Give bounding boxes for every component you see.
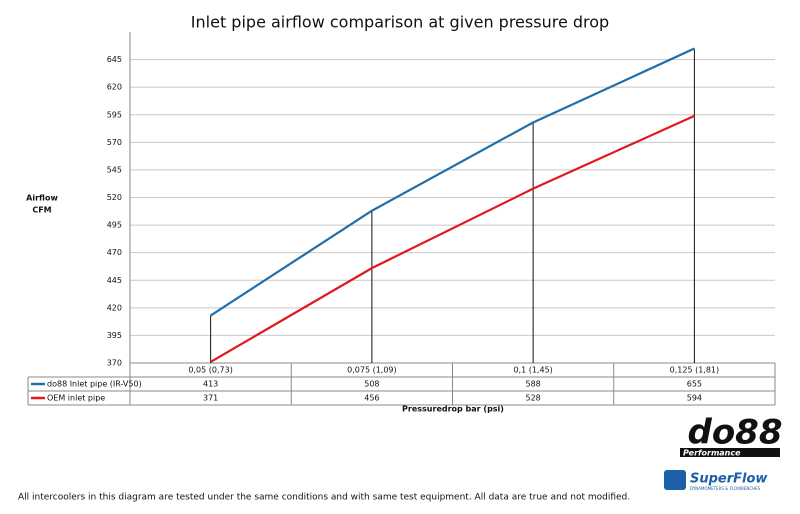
y-tick-label: 545: [107, 165, 122, 174]
series-line: [210, 114, 695, 363]
y-tick-label: 395: [107, 331, 122, 340]
table-value: 588: [525, 380, 540, 389]
y-tick-label: 645: [107, 55, 122, 64]
logo-text: Performance: [683, 449, 741, 458]
table-value: 528: [525, 394, 540, 403]
logo-bar: [680, 448, 780, 457]
table-value: 655: [687, 380, 702, 389]
y-axis-label: CFM: [32, 206, 51, 215]
logo-icon: [664, 470, 686, 490]
y-tick-label: 470: [107, 248, 122, 257]
x-tick-label: 0,125 (1,81): [670, 366, 720, 375]
y-tick-label: 570: [107, 138, 122, 147]
y-tick-label: 420: [107, 303, 122, 312]
do88-logo: do88 Performance: [680, 413, 783, 458]
table-value: 594: [687, 394, 702, 403]
y-tick-label: 445: [107, 276, 122, 285]
y-axis-label: Airflow: [26, 194, 58, 203]
logo-text: do88: [687, 413, 782, 453]
logo-text: SuperFlow: [690, 472, 768, 487]
superflow-logo: SuperFlow DYNAMOMETERS & FLOWBENCHES: [664, 470, 768, 491]
legend-label: do88 Inlet pipe (IR-V50): [47, 380, 142, 389]
y-tick-label: 495: [107, 221, 122, 230]
legend-label: OEM inlet pipe: [47, 394, 105, 403]
y-tick-label: 370: [107, 359, 122, 368]
x-tick-label: 0,1 (1,45): [513, 366, 552, 375]
footnote: All intercoolers in this diagram are tes…: [18, 493, 630, 503]
table-value: 456: [364, 394, 379, 403]
logo-text: DYNAMOMETERS & FLOWBENCHES: [690, 486, 761, 491]
x-tick-label: 0,075 (1,09): [347, 366, 397, 375]
table-value: 413: [203, 380, 218, 389]
y-tick-label: 520: [107, 193, 122, 202]
table-value: 371: [203, 394, 218, 403]
table-value: 508: [364, 380, 379, 389]
x-tick-label: 0,05 (0,73): [188, 366, 232, 375]
y-tick-label: 595: [107, 110, 122, 119]
chart-title: Inlet pipe airflow comparison at given p…: [191, 13, 609, 32]
series-line: [210, 47, 695, 317]
x-axis-label: Pressuredrop bar (psi): [402, 405, 504, 414]
y-tick-label: 620: [107, 83, 122, 92]
